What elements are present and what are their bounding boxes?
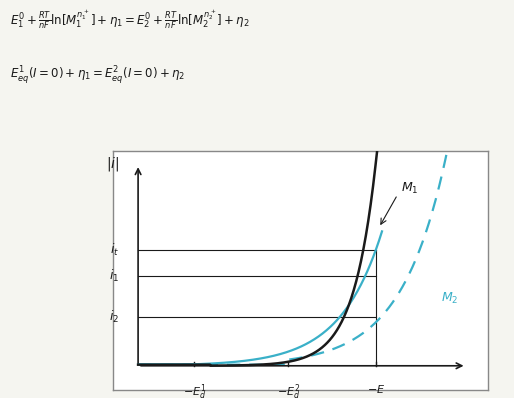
Text: $|i|$: $|i|$: [106, 155, 119, 173]
Text: $i_2$: $i_2$: [109, 309, 119, 325]
Text: $M_2$: $M_2$: [442, 291, 459, 306]
Text: $-E_d^2$: $-E_d^2$: [277, 382, 300, 398]
Text: $M_1$: $M_1$: [401, 181, 418, 196]
Text: $-E_d^1$: $-E_d^1$: [182, 382, 206, 398]
Text: $E_{eq}^1(I=0) + \eta_1 = E_{eq}^2(I=0) + \eta_2$: $E_{eq}^1(I=0) + \eta_1 = E_{eq}^2(I=0) …: [10, 64, 186, 86]
Text: $i_1$: $i_1$: [109, 268, 119, 284]
Text: $i_t$: $i_t$: [110, 242, 119, 258]
Text: $E_1^0 + \frac{RT}{nF}\ln[M_1^{n_1^+}] + \eta_1 = E_2^0 + \frac{RT}{nF}\ln[M_2^{: $E_1^0 + \frac{RT}{nF}\ln[M_1^{n_1^+}] +…: [10, 8, 250, 31]
Text: $-E$: $-E$: [366, 382, 385, 394]
